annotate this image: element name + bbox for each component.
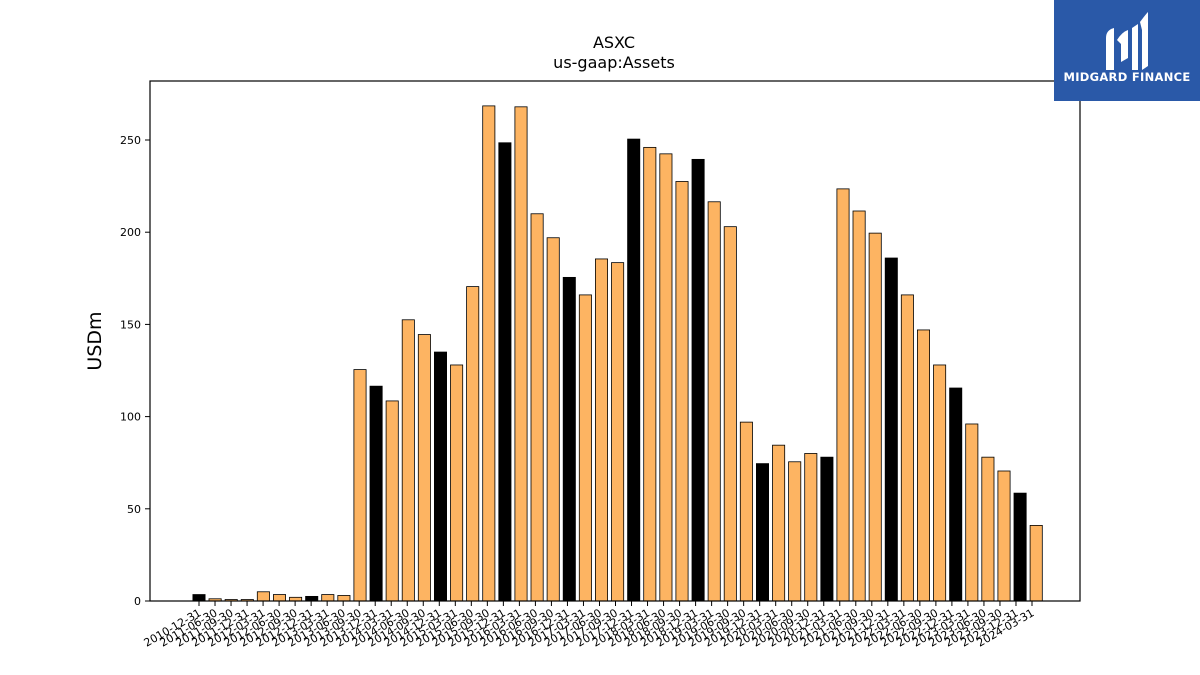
- bar-2023-06-30: [997, 470, 1011, 602]
- bars-group: [192, 105, 1043, 602]
- bar-2015-03-31: [466, 286, 480, 602]
- bar-2015-09-30: [498, 142, 512, 602]
- bar-2022-09-30: [949, 387, 963, 602]
- logo-text: MIDGARD FINANCE: [1063, 70, 1191, 84]
- bar-2018-03-31: [659, 153, 673, 602]
- bar-2019-12-31: [772, 444, 786, 602]
- bar-2022-12-31: [965, 423, 979, 602]
- bar-2013-09-30: [369, 385, 383, 602]
- bar-2017-12-31: [643, 146, 657, 602]
- bar-2020-12-31: [836, 188, 850, 602]
- brand-logo: MIDGARD FINANCE: [1054, 0, 1200, 101]
- y-tick-label: 250: [120, 134, 141, 147]
- bar-2012-12-31: [321, 594, 335, 602]
- bar-2018-09-30: [691, 158, 705, 602]
- bar-2014-12-31: [450, 364, 464, 602]
- bar-2020-03-31: [788, 461, 802, 602]
- plot-frame: [149, 80, 1081, 602]
- bar-2015-12-31: [514, 106, 528, 602]
- chart-title: ASXC: [593, 33, 635, 52]
- bar-2014-09-30: [433, 351, 447, 602]
- bar-2016-12-31: [578, 294, 592, 602]
- bar-2014-03-31: [401, 319, 415, 602]
- bar-2021-03-31: [852, 210, 866, 602]
- bar-2019-06-30: [739, 421, 753, 602]
- bar-2019-09-30: [756, 463, 770, 602]
- bar-2013-03-31: [337, 595, 351, 602]
- y-axis-label: USDm: [84, 311, 106, 370]
- bar-2012-09-30: [305, 595, 319, 602]
- bar-2021-12-31: [900, 294, 914, 602]
- bar-2020-09-30: [820, 456, 834, 602]
- bar-2011-12-31: [256, 591, 270, 602]
- y-ticks-group: 0 50 100 150 200 250: [120, 134, 150, 608]
- bar-2013-12-31: [385, 400, 399, 602]
- y-tick-label: 0: [134, 595, 141, 608]
- bar-2017-09-30: [627, 138, 641, 602]
- bar-2016-09-30: [562, 276, 576, 602]
- bar-2022-06-30: [933, 364, 947, 602]
- bar-2023-03-31: [981, 456, 995, 602]
- bar-2014-06-30: [417, 334, 431, 602]
- bar-2022-03-31: [917, 329, 931, 602]
- x-ticks-group: 2010-12-312011-06-302011-09-302011-12-31…: [142, 601, 1037, 650]
- y-tick-label: 150: [120, 318, 141, 331]
- bar-2021-06-30: [868, 232, 882, 602]
- chart-subtitle: us-gaap:Assets: [553, 53, 675, 72]
- bar-2015-06-30: [482, 105, 496, 602]
- bar-2017-06-30: [611, 262, 625, 602]
- bar-2020-06-30: [804, 453, 818, 602]
- bar-2016-03-31: [530, 213, 544, 602]
- midgard-logo-icon: [1106, 12, 1148, 70]
- bar-2019-03-31: [723, 226, 737, 602]
- y-tick-label: 200: [120, 226, 141, 239]
- bar-2010-12-31: [192, 594, 206, 602]
- bar-2021-09-30: [884, 257, 898, 602]
- bar-2012-03-31: [272, 594, 286, 602]
- bar-2023-09-30: [1013, 492, 1027, 602]
- bar-2016-06-30: [546, 237, 560, 602]
- bar-2017-03-31: [595, 258, 609, 602]
- bar-2018-12-31: [707, 201, 721, 602]
- y-tick-label: 100: [120, 411, 141, 424]
- bar-2023-12-31: [1029, 525, 1043, 602]
- bar-2018-06-30: [675, 181, 689, 602]
- y-tick-label: 50: [127, 503, 141, 516]
- bar-2013-06-30: [353, 369, 367, 602]
